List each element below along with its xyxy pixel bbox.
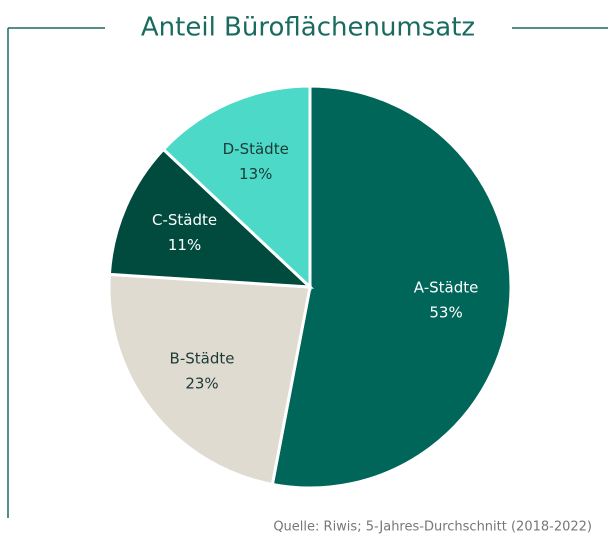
slice-value-label: 13% — [239, 165, 272, 183]
slice-value-label: 11% — [168, 236, 201, 254]
slice-label: B-Städte — [170, 349, 235, 367]
slice-label: A-Städte — [414, 278, 479, 296]
source-note: Quelle: Riwis; 5-Jahres-Durchschnitt (20… — [273, 520, 592, 535]
pie-slice — [107, 147, 315, 289]
pie-slice — [107, 272, 312, 487]
slice-value-label: 53% — [429, 303, 462, 321]
slice-label: C-Städte — [152, 211, 217, 229]
slice-label: D-Städte — [223, 140, 289, 158]
chart-title: Anteil Büroflächenumsatz — [141, 13, 475, 43]
slice-value-label: 23% — [185, 374, 218, 392]
pie-slice — [161, 84, 312, 291]
pie-slice — [270, 84, 513, 490]
